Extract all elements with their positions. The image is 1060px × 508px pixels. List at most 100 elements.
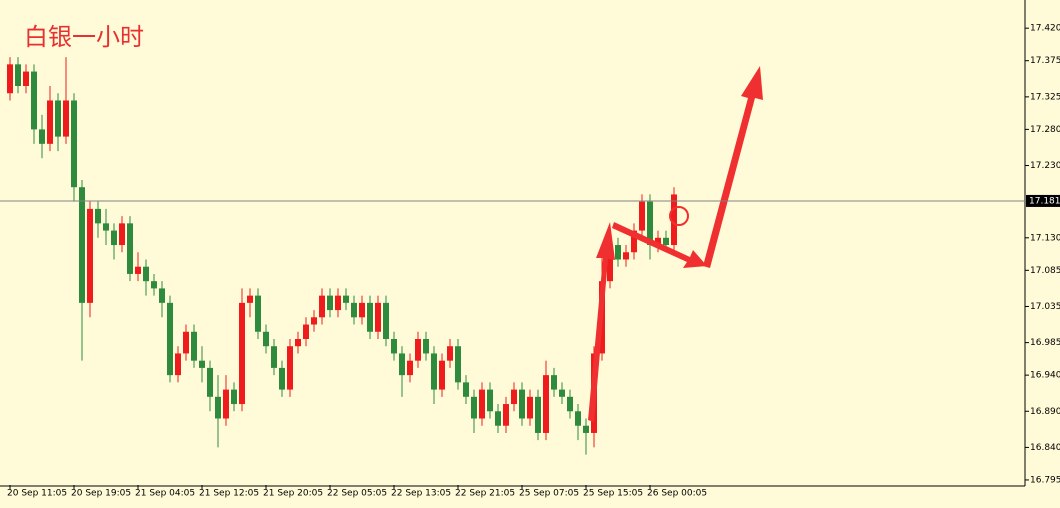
candle-body [367,302,373,332]
y-tick-label: 17.035 [1030,302,1060,312]
x-tick-label: 21 Sep 20:05 [263,489,323,499]
candle-body [207,367,213,397]
candle-body [551,375,557,390]
candle-body [47,100,53,144]
y-tick-label: 16.940 [1030,371,1060,381]
candle-body [39,129,45,144]
candle-body [415,338,421,361]
candle-body [327,295,333,311]
y-tick-label: 17.280 [1030,125,1060,135]
y-tick-label: 16.840 [1030,443,1060,453]
arrow [703,66,763,268]
candle-body [295,338,301,347]
candle-body [559,389,565,397]
candle-body [655,237,661,246]
candle-body [223,389,229,419]
x-tick-label: 22 Sep 13:05 [391,489,451,499]
candle-body [167,302,173,376]
current-price-label: 17.181 [1029,196,1060,206]
candle-body [239,302,245,405]
y-tick-label: 16.795 [1030,475,1060,485]
candle-body [479,389,485,419]
candle-body [503,404,509,426]
candle-body [151,281,157,289]
candle-body [319,295,325,318]
candle-body [103,223,109,231]
candle-body [431,353,437,390]
candle-body [311,317,317,325]
candle-body [7,64,13,94]
candle-body [663,237,669,246]
candle-body [439,360,445,390]
candle-body [287,346,293,390]
x-tick-label: 20 Sep 19:05 [71,489,131,499]
x-tick-label: 22 Sep 05:05 [327,489,387,499]
x-tick-label: 22 Sep 21:05 [455,489,515,499]
candle-body [55,100,61,137]
y-tick-label: 17.230 [1030,161,1060,171]
candle-body [383,302,389,339]
candle-body [495,411,501,426]
candle-body [391,338,397,354]
circle-mark [669,206,689,226]
candle-body [71,100,77,188]
candle-body [607,245,613,282]
candle-body [15,64,21,87]
candle-body [303,324,309,339]
candle-body [127,223,133,274]
chart-title: 白银一小时 [24,23,144,51]
y-tick-label: 17.325 [1030,92,1060,102]
candle-body [447,346,453,361]
candle-body [407,360,413,376]
candle-body [87,208,93,303]
candle-body [359,302,365,318]
current-price-box [1026,194,1060,207]
candle-body [159,288,165,303]
y-tick-label: 17.130 [1030,233,1060,243]
x-tick-label: 25 Sep 15:05 [583,489,643,499]
candle-body [23,71,29,87]
candle-body [623,252,629,260]
candle-body [575,411,581,426]
candle-body [527,396,533,419]
candle-body [31,71,37,130]
y-tick-label: 16.985 [1030,338,1060,348]
candle-body [647,201,653,246]
candle-body [143,266,149,282]
candle-body [183,331,189,354]
y-tick-label: 17.085 [1030,266,1060,276]
candle-body [79,187,85,303]
candle-body [63,100,69,137]
candle-body [255,295,261,332]
y-tick-label: 17.420 [1030,24,1060,34]
x-tick-label: 26 Sep 00:05 [647,489,707,499]
candle-body [215,396,221,419]
candle-body [463,382,469,397]
x-tick-label: 25 Sep 07:05 [519,489,579,499]
x-tick-label: 21 Sep 12:05 [199,489,259,499]
candle-body [263,331,269,347]
candle-body [567,396,573,412]
candle-body [511,389,517,405]
candle-body [351,302,357,318]
candles [7,57,677,455]
candle-body [375,302,381,332]
candle-body [111,230,117,246]
candle-body [423,338,429,354]
candle-body [535,396,541,433]
candle-body [639,201,645,231]
arrow [588,222,615,422]
y-tick-label: 17.375 [1030,56,1060,66]
candle-body [631,230,637,253]
candle-body [199,360,205,368]
candle-body [615,245,621,260]
candle-body [279,367,285,390]
candle-body [583,425,589,433]
candle-body [175,353,181,376]
candle-body [191,331,197,361]
candle-body [95,208,101,224]
candle-body [399,353,405,376]
arrow [612,222,707,268]
candle-body [455,346,461,383]
